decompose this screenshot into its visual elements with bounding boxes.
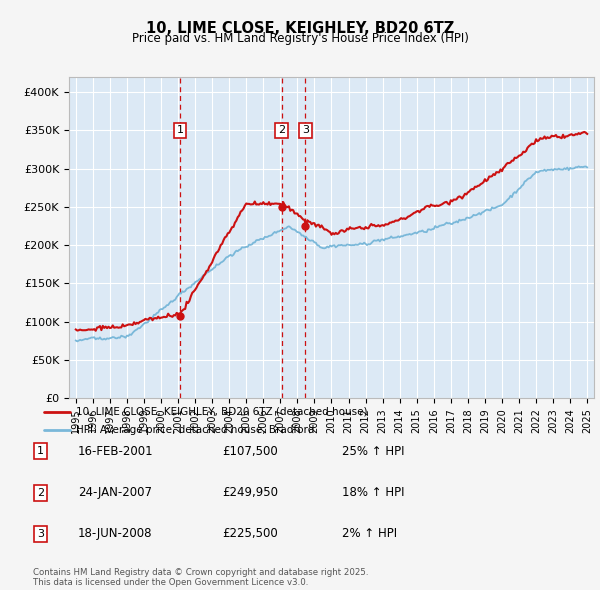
Text: 18% ↑ HPI: 18% ↑ HPI <box>342 486 404 499</box>
Text: £249,950: £249,950 <box>222 486 278 499</box>
Text: 1: 1 <box>176 125 184 135</box>
Text: 10, LIME CLOSE, KEIGHLEY, BD20 6TZ: 10, LIME CLOSE, KEIGHLEY, BD20 6TZ <box>146 21 454 35</box>
Text: 10, LIME CLOSE, KEIGHLEY, BD20 6TZ (detached house): 10, LIME CLOSE, KEIGHLEY, BD20 6TZ (deta… <box>76 407 367 417</box>
Text: 2: 2 <box>278 125 285 135</box>
Text: 2: 2 <box>37 488 44 497</box>
Text: 24-JAN-2007: 24-JAN-2007 <box>78 486 152 499</box>
Text: 18-JUN-2008: 18-JUN-2008 <box>78 527 152 540</box>
Text: 2% ↑ HPI: 2% ↑ HPI <box>342 527 397 540</box>
Text: £107,500: £107,500 <box>222 445 278 458</box>
Text: £225,500: £225,500 <box>222 527 278 540</box>
Text: 25% ↑ HPI: 25% ↑ HPI <box>342 445 404 458</box>
Text: Contains HM Land Registry data © Crown copyright and database right 2025.
This d: Contains HM Land Registry data © Crown c… <box>33 568 368 587</box>
Text: HPI: Average price, detached house, Bradford: HPI: Average price, detached house, Brad… <box>76 425 314 435</box>
Text: 3: 3 <box>37 529 44 539</box>
Text: Price paid vs. HM Land Registry's House Price Index (HPI): Price paid vs. HM Land Registry's House … <box>131 32 469 45</box>
Text: 16-FEB-2001: 16-FEB-2001 <box>78 445 154 458</box>
Text: 3: 3 <box>302 125 309 135</box>
Text: 1: 1 <box>37 447 44 456</box>
